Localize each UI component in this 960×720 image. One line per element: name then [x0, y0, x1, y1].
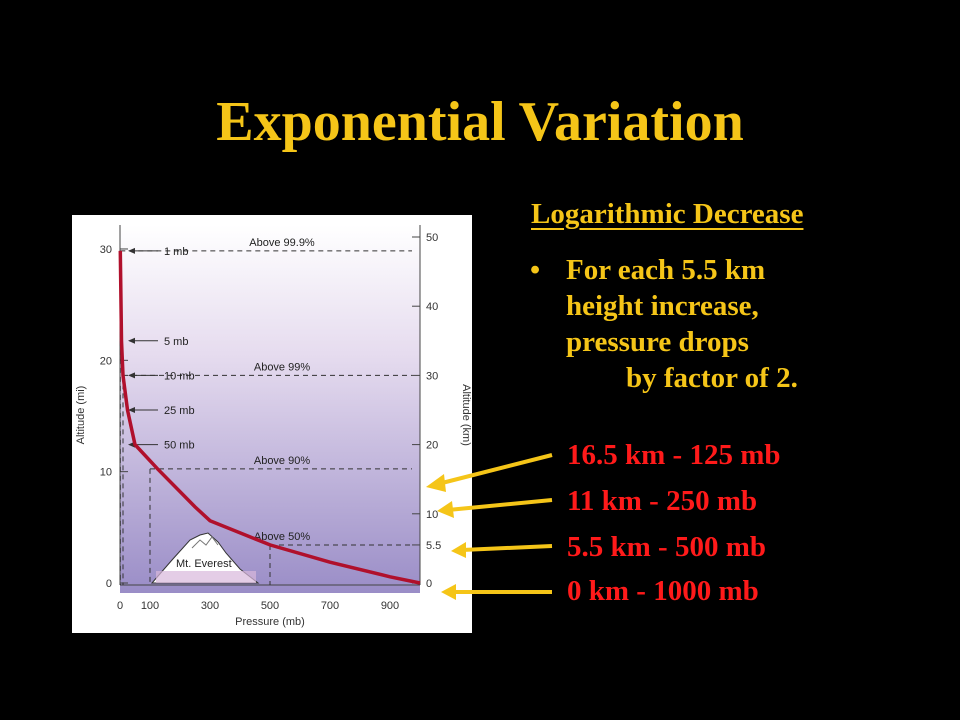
marker-label: 5 mb: [164, 336, 188, 348]
x-tick-label: 500: [261, 600, 279, 612]
pair-line-4: 0 km - 1000 mb: [567, 575, 759, 607]
subtitle: Logarithmic Decrease: [531, 198, 804, 230]
left-tick-label: 10: [100, 467, 112, 479]
bullet-line: by factor of 2.: [626, 362, 798, 394]
left-tick-label: 30: [100, 244, 112, 256]
marker-arrow-head: [128, 247, 135, 254]
bullet-line: For each 5.5 km: [566, 254, 766, 286]
mt-everest-base: [156, 571, 256, 583]
x-tick-label: 0: [117, 600, 123, 612]
fraction-label: Above 50%: [254, 531, 310, 543]
marker-arrow-head: [128, 407, 135, 413]
right-tick-label: 50: [426, 232, 438, 244]
marker-label: 50 mb: [164, 440, 195, 452]
bullet-list: • For each 5.5 km height increase, press…: [530, 252, 798, 396]
right-axis-ticks: 0 5.5 10 20 30 40 50: [412, 232, 441, 590]
fraction-label: Above 99.9%: [249, 237, 315, 249]
x-axis-label: Pressure (mb): [235, 616, 305, 628]
right-tick-label: 10: [426, 509, 438, 521]
mt-everest-label: Mt. Everest: [176, 558, 232, 570]
x-axis-ticks: 0 100 300 500 700 900: [117, 600, 399, 612]
right-axis-label: Altitude (km): [460, 384, 472, 446]
x-tick-label: 700: [321, 600, 339, 612]
right-tick-label: 20: [426, 440, 438, 452]
bullet-dot: •: [530, 254, 541, 286]
pressure-curve: [118, 250, 421, 585]
pair-line-3: 5.5 km - 500 mb: [567, 531, 766, 563]
pair-line-1: 16.5 km - 125 mb: [567, 439, 781, 471]
left-tick-label: 20: [100, 355, 112, 367]
bullet-item: • For each 5.5 km height increase, press…: [530, 252, 798, 396]
x-tick-label: 300: [201, 600, 219, 612]
bullet-line: pressure drops: [566, 326, 749, 358]
chart-panel: 0 10 20 30 0 5.5 10 20 30 40 50 0 100 300 500 700 900 …: [72, 215, 472, 633]
marker-label: 25 mb: [164, 405, 195, 417]
right-tick-label: 0: [426, 578, 432, 590]
x-tick-label: 100: [141, 600, 159, 612]
fraction-label: Above 90%: [254, 455, 310, 467]
fraction-label: Above 99%: [254, 361, 310, 373]
bullet-line: height increase,: [566, 290, 759, 322]
slide-title: Exponential Variation: [216, 91, 744, 153]
mt-everest-ridge: [191, 536, 219, 549]
marker-label: 1 mb: [164, 246, 188, 258]
pressure-markers: 1 mb 5 mb 10 mb 25 mb 50 mb: [128, 246, 195, 452]
marker-arrow-head: [128, 337, 135, 344]
plot-area: [120, 225, 420, 593]
marker-label: 10 mb: [164, 370, 195, 382]
x-tick-label: 900: [381, 600, 399, 612]
right-tick-label: 5.5: [426, 540, 441, 552]
right-tick-label: 30: [426, 370, 438, 382]
right-tick-label: 40: [426, 301, 438, 313]
marker-arrow-head: [128, 372, 135, 379]
left-axis-label: Altitude (mi): [75, 386, 87, 445]
pair-line-2: 11 km - 250 mb: [567, 485, 758, 517]
left-tick-label: 0: [106, 578, 112, 590]
